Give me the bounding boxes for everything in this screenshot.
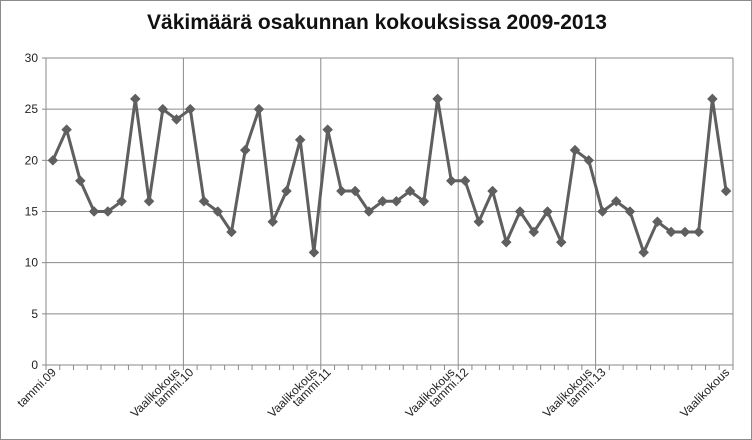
data-point	[391, 195, 402, 207]
data-point	[349, 185, 361, 197]
data-point	[74, 175, 86, 187]
data-point	[597, 206, 608, 217]
data-point	[267, 216, 279, 228]
data-point	[432, 93, 443, 105]
data-point	[652, 216, 663, 228]
data-point	[281, 185, 292, 197]
data-point	[542, 206, 553, 217]
data-point	[624, 206, 636, 217]
y-tick-label: 10	[25, 256, 39, 270]
data-point	[473, 216, 485, 228]
chart-title: Väkimäärä osakunnan kokouksissa 2009-201…	[147, 11, 607, 34]
data-point	[377, 195, 388, 207]
y-tick-label: 25	[25, 102, 39, 116]
data-point	[212, 206, 224, 217]
data-point	[143, 195, 155, 207]
y-tick-label: 0	[31, 358, 38, 372]
data-point	[665, 226, 677, 238]
data-point	[226, 226, 237, 238]
data-point	[336, 185, 347, 197]
data-point	[720, 185, 732, 197]
data-point	[445, 175, 457, 187]
y-tick-label: 30	[25, 51, 39, 65]
data-point	[308, 247, 320, 258]
data-point	[198, 195, 210, 207]
data-point	[88, 206, 100, 217]
data-point	[487, 185, 498, 197]
data-point	[253, 103, 265, 115]
data-point	[528, 226, 540, 238]
series-line	[51, 97, 728, 254]
data-point	[102, 206, 114, 217]
data-point	[322, 124, 334, 135]
data-point	[47, 154, 59, 166]
y-tick-label: 20	[25, 153, 39, 167]
x-tick-label: Vaalikokous	[677, 365, 732, 420]
data-point	[157, 103, 169, 115]
data-point	[171, 114, 182, 125]
y-tick-label: 5	[31, 307, 38, 321]
data-point	[184, 103, 196, 115]
data-point	[61, 124, 72, 135]
data-point	[679, 226, 691, 238]
data-point	[363, 206, 375, 217]
data-point	[514, 206, 526, 217]
data-point	[459, 175, 471, 187]
data-point	[239, 144, 251, 156]
data-point	[116, 195, 127, 207]
data-point	[638, 247, 650, 258]
data-point	[500, 236, 512, 248]
data-point	[555, 236, 567, 248]
data-point	[294, 134, 306, 146]
y-tick-label: 15	[25, 205, 39, 219]
data-point	[129, 93, 141, 105]
data-point	[418, 195, 430, 207]
data-point	[583, 154, 595, 166]
data-point	[707, 93, 718, 105]
data-point	[610, 195, 622, 207]
data-point	[569, 144, 581, 156]
data-point	[404, 185, 416, 197]
data-point	[693, 226, 705, 238]
